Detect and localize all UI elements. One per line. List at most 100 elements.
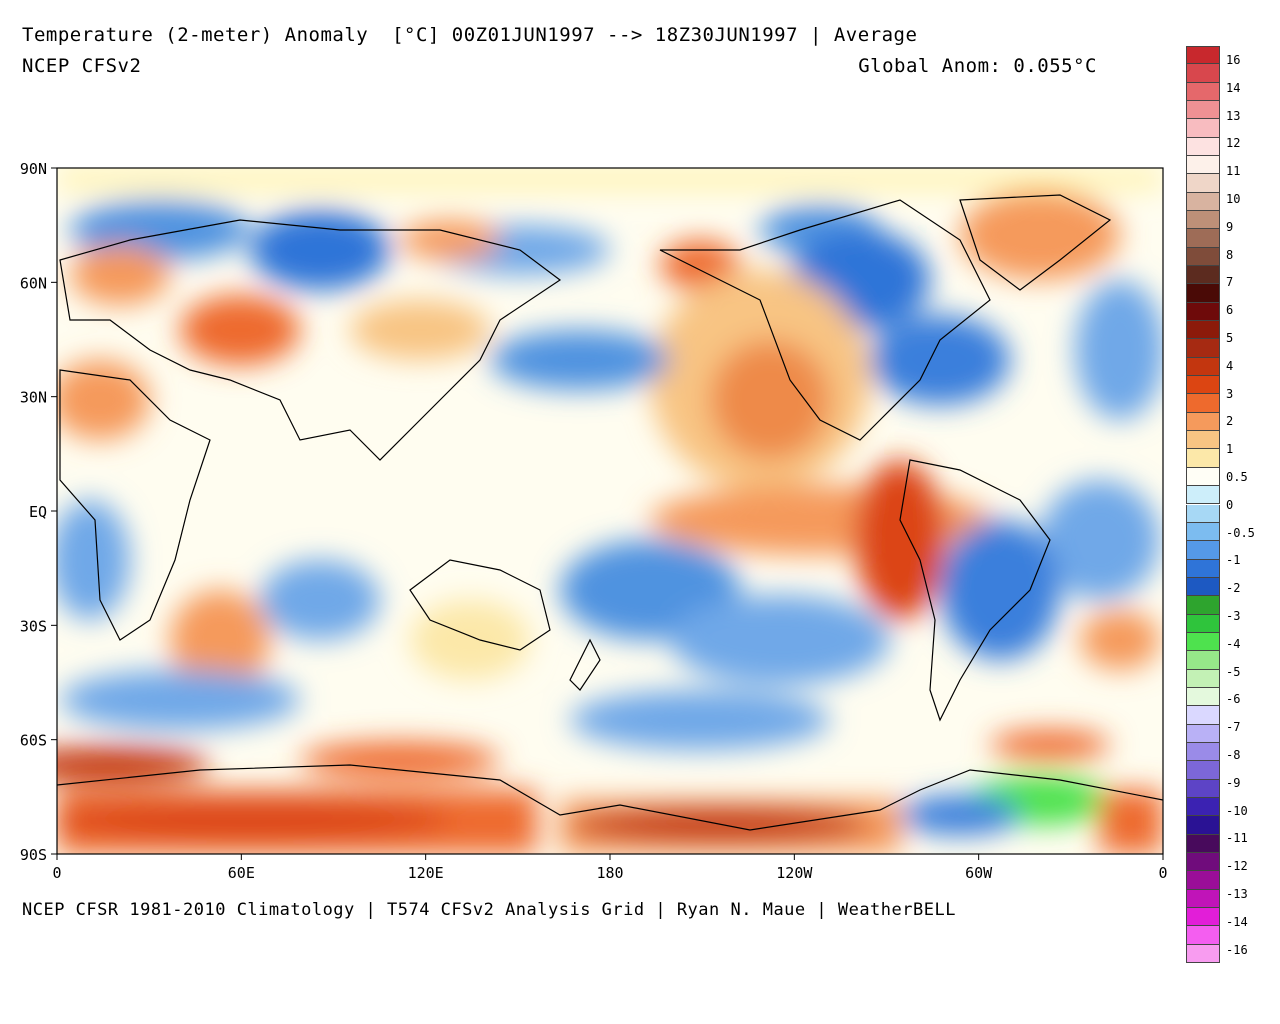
anomaly-field [57, 168, 1163, 854]
legend-label: -4 [1226, 636, 1241, 651]
legend-swatch [1186, 687, 1220, 707]
legend-swatch [1186, 64, 1220, 83]
legend-swatch [1186, 816, 1220, 835]
legend-label: -2 [1226, 581, 1241, 596]
legend-swatch [1186, 651, 1220, 670]
lat-tick-label: 30N [20, 389, 47, 407]
legend-label: 5 [1226, 331, 1234, 345]
map-title: Temperature (2-meter) Anomaly [°C] 00Z01… [22, 24, 918, 46]
legend-swatch [1186, 357, 1220, 377]
legend-label: -10 [1226, 803, 1248, 818]
legend-swatch [1186, 632, 1220, 652]
legend-swatch [1186, 706, 1220, 725]
legend-swatch [1186, 431, 1220, 450]
lat-tick-label: EQ [29, 503, 47, 521]
legend-swatch [1186, 486, 1220, 505]
legend-label: -1 [1226, 553, 1241, 568]
legend-swatch [1186, 596, 1220, 615]
legend-label: 16 [1226, 53, 1241, 67]
legend-label: 14 [1226, 80, 1241, 95]
coastlines [57, 194, 1163, 831]
legend-label: 10 [1226, 192, 1241, 206]
legend-label: -3 [1226, 609, 1241, 623]
legend-swatch [1186, 284, 1220, 303]
legend-swatch [1186, 119, 1220, 138]
legend-swatch [1186, 944, 1220, 963]
legend-swatch [1186, 852, 1220, 872]
lon-tick-label: 60W [965, 864, 993, 882]
global-anomaly-readout: Global Anom: 0.055°C [858, 55, 1097, 77]
legend-label: -6 [1226, 692, 1241, 707]
legend-swatch [1186, 797, 1220, 817]
legend-swatch [1186, 101, 1220, 120]
legend-swatch [1186, 742, 1220, 762]
legend-label: -9 [1226, 775, 1241, 790]
lat-tick-label: 90N [20, 160, 47, 178]
lon-tick-label: 60E [228, 864, 255, 882]
legend-swatch [1186, 339, 1220, 358]
legend-swatch [1186, 907, 1220, 927]
credits-footer: NCEP CFSR 1981-2010 Climatology | T574 C… [22, 900, 956, 920]
legend-label: -0.5 [1226, 525, 1255, 540]
legend-label: -14 [1226, 914, 1248, 929]
legend-swatch [1186, 834, 1220, 853]
legend-swatch [1186, 467, 1220, 487]
legend-label: 2 [1226, 414, 1234, 429]
legend-label: 11 [1226, 164, 1241, 179]
legend-label: 1 [1226, 442, 1234, 457]
legend-swatch [1186, 211, 1220, 230]
legend-label: -13 [1226, 887, 1248, 901]
legend-label: 9 [1226, 219, 1234, 234]
latitude-axis: 90N 60N 30N EQ 30S 60S 90S [20, 160, 57, 864]
lat-tick-label: 30S [20, 617, 47, 635]
legend-swatch [1186, 871, 1220, 890]
legend-swatch [1186, 761, 1220, 780]
longitude-axis: 0 60E 120E 180 120W 60W 0 [52, 854, 1168, 882]
legend-swatch [1186, 229, 1220, 248]
lat-tick-label: 90S [20, 846, 47, 864]
legend-swatch [1186, 174, 1220, 193]
legend-swatch [1186, 376, 1220, 395]
legend-label: 0 [1226, 497, 1234, 512]
legend-swatch [1186, 412, 1220, 432]
legend-swatch [1186, 614, 1220, 633]
legend-swatch [1186, 541, 1220, 560]
legend-label: -12 [1226, 859, 1248, 874]
legend-label: -7 [1226, 720, 1241, 735]
legend-label: 7 [1226, 275, 1234, 290]
legend-swatch [1186, 394, 1220, 413]
lon-tick-label: 0 [52, 864, 61, 882]
legend-label: 4 [1226, 358, 1234, 373]
legend-swatch [1186, 266, 1220, 285]
legend-label: 3 [1226, 386, 1234, 401]
legend-swatch [1186, 577, 1220, 597]
lon-tick-label: 180 [596, 864, 623, 882]
legend-label: 12 [1226, 136, 1241, 151]
legend-swatch [1186, 449, 1220, 468]
legend-swatch [1186, 156, 1220, 175]
legend-swatch [1186, 669, 1220, 688]
legend-label: 8 [1226, 247, 1234, 262]
legend-label: -8 [1226, 748, 1241, 762]
lat-tick-label: 60N [20, 274, 47, 292]
legend-swatch [1186, 926, 1220, 945]
legend-label: 0.5 [1226, 470, 1248, 484]
legend-swatch [1186, 889, 1220, 908]
legend-label: 6 [1226, 303, 1234, 318]
legend-swatch [1186, 192, 1220, 212]
legend-label: -16 [1226, 942, 1248, 957]
lat-tick-label: 60S [20, 732, 47, 750]
legend-swatch [1186, 302, 1220, 322]
legend-label: -5 [1226, 664, 1241, 679]
legend-swatch [1186, 559, 1220, 578]
legend-swatch [1186, 46, 1220, 65]
legend-swatch [1186, 504, 1220, 523]
legend-swatch [1186, 321, 1220, 340]
legend-label: -11 [1226, 831, 1248, 846]
legend-swatch [1186, 724, 1220, 743]
legend-swatch [1186, 82, 1220, 101]
legend-label: 13 [1226, 108, 1241, 123]
model-name: NCEP CFSv2 [22, 55, 142, 77]
legend-swatch [1186, 522, 1220, 542]
